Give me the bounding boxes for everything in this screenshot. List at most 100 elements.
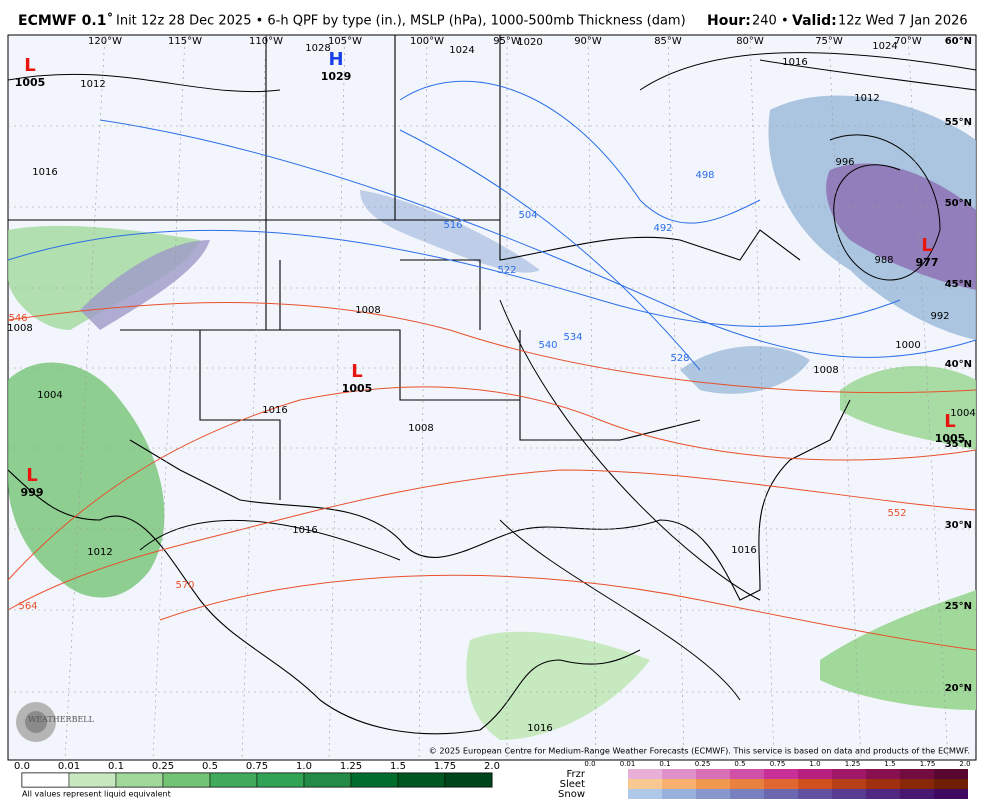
meridian: [587, 34, 597, 761]
mix-color-swatch: [764, 769, 798, 779]
rain-color-swatch: [115, 772, 164, 788]
mix-color-swatch: [730, 779, 764, 789]
rain-tick-label: 1.75: [434, 761, 456, 772]
longitude-label: 120°W: [88, 36, 122, 47]
precip-type-label: Sleet: [560, 779, 585, 790]
mix-color-swatch: [832, 779, 866, 789]
latitude-label: 50°N: [945, 198, 972, 209]
longitude-label: 100°W: [410, 36, 444, 47]
meridian: [907, 34, 949, 761]
latitude-label: 35°N: [945, 439, 972, 450]
mix-color-swatch: [798, 789, 832, 799]
meridian: [667, 34, 685, 761]
pressure-center-symbol: L: [944, 411, 955, 432]
rain-tick-label: 1.25: [340, 761, 362, 772]
borders: [7, 35, 851, 735]
hour-label: Hour:: [707, 13, 751, 29]
longitude-label: 110°W: [249, 36, 283, 47]
mix-tick-label: 0.75: [770, 760, 786, 768]
mix-tick-label: 1.5: [884, 760, 895, 768]
snow-area: [360, 190, 540, 273]
pressure-center-symbol: H: [328, 49, 343, 70]
mix-tick-label: 1.25: [845, 760, 861, 768]
mix-color-swatch: [798, 779, 832, 789]
pressure-center-value: 999: [21, 486, 44, 499]
meridian: [152, 34, 186, 761]
mix-color-swatch: [662, 769, 696, 779]
pressure-center-value: 1029: [321, 70, 352, 83]
thickness-warm: [7, 302, 977, 651]
mix-color-swatch: [866, 769, 900, 779]
thickness-label: 522: [497, 265, 516, 276]
mix-color-swatch: [628, 779, 662, 789]
mix-color-swatch: [832, 789, 866, 799]
isobar-label: 1008: [813, 365, 838, 376]
isobar-label: 1008: [355, 305, 380, 316]
isobar-label: 1016: [527, 723, 552, 734]
longitude-label: 115°W: [168, 36, 202, 47]
valid-time: 12z Wed 7 Jan 2026: [838, 14, 968, 29]
logo: WEATHERBELL: [16, 702, 95, 742]
latitude-label: 25°N: [945, 601, 972, 612]
precip-type-label: Snow: [558, 789, 585, 800]
isobar-label: 1024: [872, 41, 897, 52]
mix-color-swatch: [866, 779, 900, 789]
mix-tick-label: 0.01: [620, 760, 636, 768]
mix-color-swatch: [934, 789, 968, 799]
rain-color-swatch: [350, 772, 399, 788]
mix-color-swatch: [730, 789, 764, 799]
rain-tick-label: 0.75: [246, 761, 268, 772]
rain-color-swatch: [397, 772, 446, 788]
mix-color-swatch: [628, 789, 662, 799]
rain-tick-label: 0.5: [202, 761, 218, 772]
rain-tick-label: 0.0: [14, 761, 30, 772]
isobar-label: 1016: [782, 57, 807, 68]
latitude-label: 20°N: [945, 683, 972, 694]
mix-color-swatch: [730, 769, 764, 779]
pressure-center-value: 1005: [342, 382, 373, 395]
pressure-center-value: 977: [916, 256, 939, 269]
isobar-label: 996: [835, 157, 854, 168]
meridian: [328, 34, 346, 761]
isobar-label: 1012: [854, 93, 879, 104]
rain-tick-label: 1.0: [296, 761, 312, 772]
thickness-label: 528: [670, 353, 689, 364]
isobar-label: 1028: [305, 43, 330, 54]
isobar-label: 1004: [37, 390, 62, 401]
logo-swirl: [25, 711, 47, 733]
mix-color-swatch: [832, 769, 866, 779]
isobar-label: 1008: [7, 323, 32, 334]
longitude-label: 75°W: [815, 36, 843, 47]
rain-tick-label: 0.01: [58, 761, 80, 772]
isobar-label: 1000: [895, 340, 920, 351]
isobar-label: 1008: [408, 423, 433, 434]
meridian: [64, 34, 106, 761]
meridian: [241, 34, 267, 761]
isobar-label: 1012: [80, 79, 105, 90]
mix-color-swatch: [696, 779, 730, 789]
mix-color-swatch: [764, 779, 798, 789]
isobar-label: 1016: [262, 405, 287, 416]
snow-area: [680, 346, 810, 394]
hour: 240 •: [752, 14, 789, 29]
map-description: Init 12z 28 Dec 2025 • 6-h QPF by type (…: [116, 14, 686, 29]
pressure-center-symbol: L: [921, 235, 932, 256]
mix-tick-label: 1.0: [809, 760, 820, 768]
rain-color-swatch: [21, 772, 70, 788]
longitude-label: 90°W: [574, 36, 602, 47]
rain-area: [466, 631, 650, 740]
pressure-center-symbol: L: [24, 55, 35, 76]
longitude-label: 95°W: [493, 36, 521, 47]
mix-tick-label: 0.1: [659, 760, 670, 768]
mix-color-swatch: [798, 769, 832, 779]
rain-area: [840, 366, 976, 450]
isobar-label: 1016: [32, 167, 57, 178]
isobar-label: 1004: [950, 408, 975, 419]
valid-label: Valid:: [792, 13, 837, 29]
isobar-label: 1020: [517, 37, 542, 48]
rain-area: [820, 590, 976, 710]
precip-type-label: Frzr: [567, 769, 586, 780]
thickness-label: 516: [443, 220, 462, 231]
rain-tick-label: 1.5: [390, 761, 406, 772]
pressure-center-symbol: L: [351, 361, 362, 382]
